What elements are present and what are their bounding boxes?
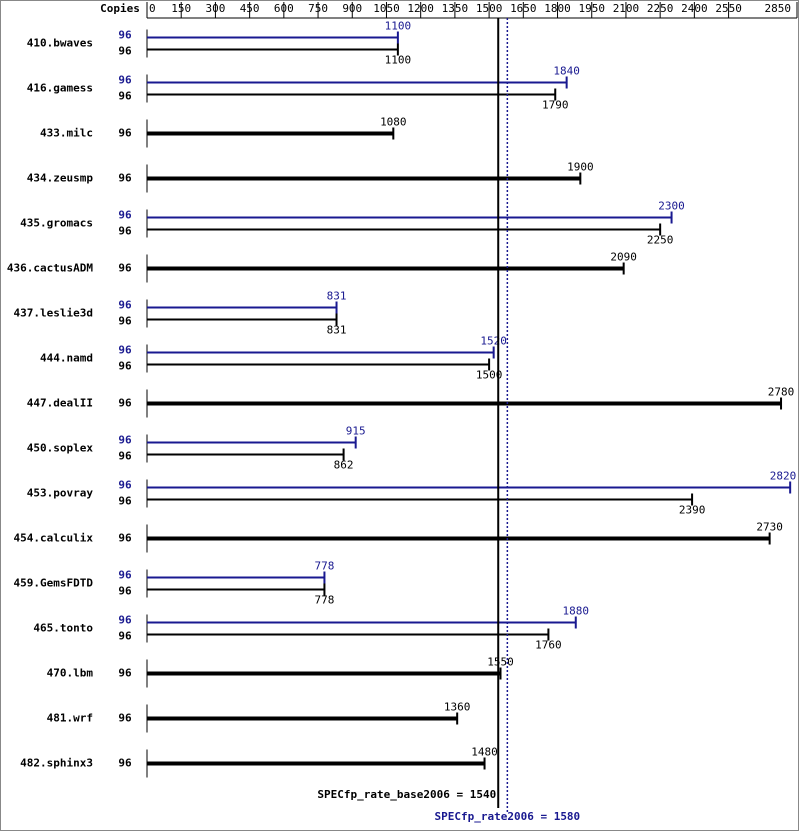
value-label: 2090 bbox=[610, 251, 637, 264]
value-label: 2390 bbox=[679, 504, 706, 517]
copies-label: 96 bbox=[118, 74, 132, 87]
value-label: 1760 bbox=[535, 639, 562, 652]
category-label: 450.soplex bbox=[27, 442, 94, 455]
category-label: 459.GemsFDTD bbox=[14, 577, 94, 590]
category-label: 444.namd bbox=[40, 352, 93, 365]
value-label: 1520 bbox=[480, 335, 507, 348]
copies-label: 96 bbox=[118, 757, 132, 770]
copies-label: 96 bbox=[118, 172, 132, 185]
x-tick-label: 1500 bbox=[476, 2, 503, 15]
category-label: 434.zeusmp bbox=[27, 172, 94, 185]
category-label: 481.wrf bbox=[47, 712, 93, 725]
copies-label: 96 bbox=[118, 360, 132, 373]
x-tick-label: 750 bbox=[308, 2, 328, 15]
copies-label: 96 bbox=[118, 495, 132, 508]
value-label: 1080 bbox=[380, 116, 407, 129]
category-label: 433.milc bbox=[40, 127, 93, 140]
value-label: 2780 bbox=[768, 386, 795, 399]
value-label: 1100 bbox=[385, 54, 412, 67]
value-label: 1880 bbox=[563, 605, 590, 618]
copies-label: 96 bbox=[118, 630, 132, 643]
category-label: 453.povray bbox=[27, 487, 94, 500]
copies-header: Copies bbox=[100, 2, 140, 15]
x-tick-label: 2850 bbox=[765, 2, 792, 15]
category-label: 482.sphinx3 bbox=[20, 757, 93, 770]
x-tick-label: 2550 bbox=[715, 2, 742, 15]
x-tick-label: 0 bbox=[149, 2, 156, 15]
copies-label: 96 bbox=[118, 45, 132, 58]
copies-label: 96 bbox=[118, 397, 132, 410]
reference-label: SPECfp_rate2006 = 1580 bbox=[434, 810, 580, 823]
category-label: 437.leslie3d bbox=[14, 307, 93, 320]
x-tick-label: 1350 bbox=[442, 2, 469, 15]
x-tick-label: 1050 bbox=[373, 2, 400, 15]
copies-label: 96 bbox=[118, 262, 132, 275]
copies-label: 96 bbox=[118, 585, 132, 598]
copies-label: 96 bbox=[118, 127, 132, 140]
x-tick-label: 900 bbox=[342, 2, 362, 15]
value-label: 1900 bbox=[567, 161, 594, 174]
reference-label: SPECfp_rate_base2006 = 1540 bbox=[317, 788, 496, 801]
value-label: 1550 bbox=[487, 656, 514, 669]
copies-label: 96 bbox=[118, 434, 132, 447]
copies-label: 96 bbox=[118, 614, 132, 627]
copies-label: 96 bbox=[118, 569, 132, 582]
value-label: 2820 bbox=[770, 470, 797, 483]
x-tick-label: 300 bbox=[205, 2, 225, 15]
category-label: 416.gamess bbox=[27, 82, 93, 95]
copies-label: 96 bbox=[118, 479, 132, 492]
value-label: 1480 bbox=[471, 746, 498, 759]
value-label: 1500 bbox=[476, 369, 503, 382]
value-label: 1790 bbox=[542, 99, 569, 112]
x-tick-label: 1800 bbox=[544, 2, 571, 15]
category-label: 465.tonto bbox=[33, 622, 93, 635]
value-label: 2300 bbox=[658, 200, 685, 213]
value-label: 831 bbox=[327, 290, 347, 303]
category-label: 436.cactusADM bbox=[7, 262, 93, 275]
category-label: 470.lbm bbox=[47, 667, 94, 680]
x-tick-label: 1950 bbox=[578, 2, 605, 15]
category-label: 435.gromacs bbox=[20, 217, 93, 230]
value-label: 915 bbox=[346, 425, 366, 438]
value-label: 831 bbox=[327, 324, 347, 337]
x-tick-label: 150 bbox=[171, 2, 191, 15]
value-label: 1840 bbox=[553, 65, 580, 78]
copies-label: 96 bbox=[118, 299, 132, 312]
copies-label: 96 bbox=[118, 450, 132, 463]
x-tick-label: 600 bbox=[274, 2, 294, 15]
copies-label: 96 bbox=[118, 712, 132, 725]
x-tick-label: 450 bbox=[240, 2, 260, 15]
x-tick-label: 1200 bbox=[407, 2, 434, 15]
category-label: 410.bwaves bbox=[27, 37, 93, 50]
copies-label: 96 bbox=[118, 667, 132, 680]
value-label: 862 bbox=[334, 459, 354, 472]
value-label: 2250 bbox=[647, 234, 674, 247]
copies-label: 96 bbox=[118, 29, 132, 42]
copies-label: 96 bbox=[118, 209, 132, 222]
x-tick-label: 2100 bbox=[613, 2, 640, 15]
value-label: 1100 bbox=[385, 20, 412, 33]
value-label: 778 bbox=[315, 594, 335, 607]
x-tick-label: 1650 bbox=[510, 2, 537, 15]
copies-label: 96 bbox=[118, 315, 132, 328]
x-tick-label: 2400 bbox=[681, 2, 708, 15]
copies-label: 96 bbox=[118, 344, 132, 357]
copies-label: 96 bbox=[118, 225, 132, 238]
copies-label: 96 bbox=[118, 90, 132, 103]
copies-label: 96 bbox=[118, 532, 132, 545]
x-tick-label: 2250 bbox=[647, 2, 674, 15]
category-label: 447.dealII bbox=[27, 397, 93, 410]
value-label: 2730 bbox=[756, 521, 783, 534]
category-label: 454.calculix bbox=[14, 532, 94, 545]
value-label: 778 bbox=[315, 560, 335, 573]
value-label: 1360 bbox=[444, 701, 471, 714]
